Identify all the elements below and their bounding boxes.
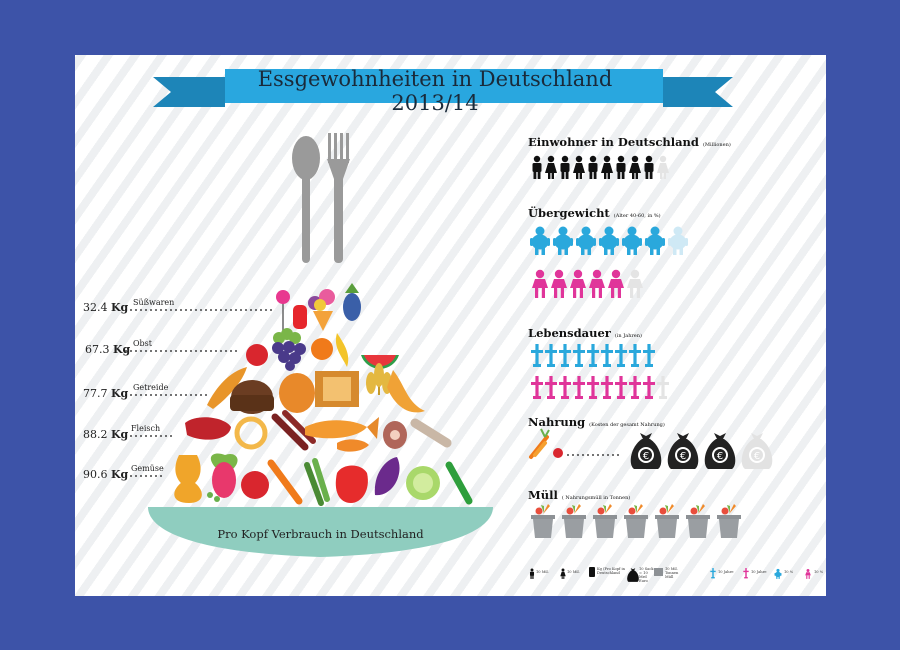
legend-item: 10 Mil. Tonnen Müll (665, 567, 679, 579)
legend-item: Kg (Pro Kopf in Deutschland (597, 567, 625, 575)
svg-text:€: € (680, 451, 686, 462)
title-ribbon (153, 69, 733, 107)
muell-bin-icons (531, 504, 741, 538)
legend-icons (529, 567, 811, 582)
svg-text:€: € (717, 451, 723, 462)
page-title: Essgewohnheiten in Deutschland 2013/14 (257, 67, 613, 115)
legend-item: 10 % (784, 570, 794, 574)
legend-item: 10 Mil. (536, 570, 549, 574)
leader-lines (125, 309, 275, 477)
consumption-category-suesswaren: Süßwaren (133, 298, 175, 307)
lebensdauer-women-crosses (531, 376, 669, 399)
consumption-value-getreide: 77.7 Kg (83, 387, 129, 400)
obst-food-icons (246, 328, 399, 371)
suesswaren-food-icons (276, 283, 361, 333)
consumption-value-gemuese: 90.6 Kg (83, 468, 129, 481)
getreide-food-icons (207, 363, 425, 414)
lebensdauer-men-crosses (531, 344, 655, 367)
svg-text:€: € (643, 451, 649, 462)
legend-item: 10 Sack = 10 Mrd Euro (639, 567, 654, 583)
bowl (148, 507, 493, 557)
consumption-category-getreide: Getreide (133, 383, 169, 392)
section-einwohner-title: Einwohner in Deutschland (Millionen) (528, 135, 731, 149)
nahrung-food-icon (529, 428, 563, 459)
consumption-value-obst: 67.3 Kg (85, 343, 131, 356)
infographic-poster: € € € € Essgewohnheiten in Deutschland (75, 55, 826, 596)
artwork-layer: € € € € (125, 69, 811, 582)
spoon-fork-icon (292, 133, 350, 263)
money-bag-icons: € € € € (630, 433, 773, 469)
section-muell-title: Müll ( Nahrungsmüll in Tonnen) (528, 488, 631, 502)
gemuese-food-icons (174, 453, 473, 506)
legend-item: 10 Jahre (751, 570, 767, 574)
legend-item: 10 Jahre (718, 570, 734, 574)
consumption-value-fleisch: 88.2 Kg (83, 428, 129, 441)
consumption-category-fleisch: Fleisch (131, 424, 161, 433)
uebergewicht-women-icons (532, 269, 643, 298)
bowl-label: Pro Kopf Verbrauch in Deutschland (217, 527, 424, 541)
svg-text:€: € (754, 451, 760, 462)
consumption-category-gemuese: Gemüse (131, 464, 164, 473)
consumption-value-suesswaren: 32.4 Kg (83, 301, 129, 314)
section-nahrung-title: Nahrung (Kosten der gesamt Nahrung) (528, 415, 665, 429)
legend-item: 10 % (814, 570, 824, 574)
fleisch-food-icons (185, 410, 452, 452)
einwohner-icons (532, 155, 669, 179)
legend-item: 10 Mil. (567, 570, 580, 574)
section-uebergewicht-title: Übergewicht (Alter 40-60, in %) (528, 206, 661, 220)
uebergewicht-men-icons (530, 226, 688, 255)
section-lebensdauer-title: Lebensdauer (in Jahren) (528, 326, 642, 340)
consumption-category-obst: Obst (133, 339, 152, 348)
